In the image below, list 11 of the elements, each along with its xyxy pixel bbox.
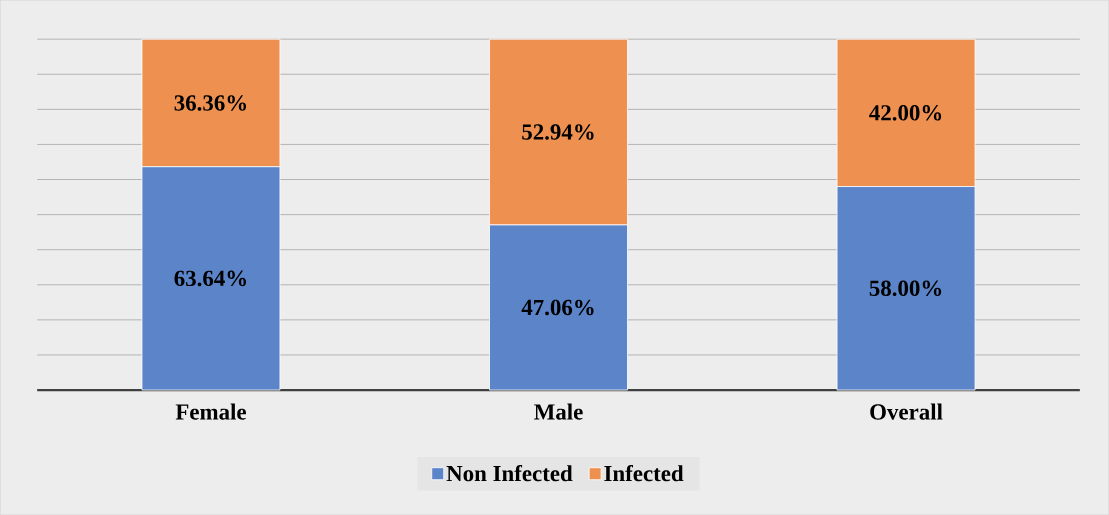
data-label: 52.94% [522,124,594,140]
data-label: 58.00% [869,280,942,296]
data-label: 36.36% [174,95,247,111]
x-tick-label: Overall [870,403,943,420]
data-label: 47.06% [521,299,594,316]
x-tick-label: Male [534,403,583,420]
legend-label: Non Infected [446,464,573,482]
data-label: 63.64% [174,270,247,287]
data-label: 42.00% [869,104,942,121]
legend-label: Infected [604,464,684,482]
x-tick-label: Female [175,403,246,420]
